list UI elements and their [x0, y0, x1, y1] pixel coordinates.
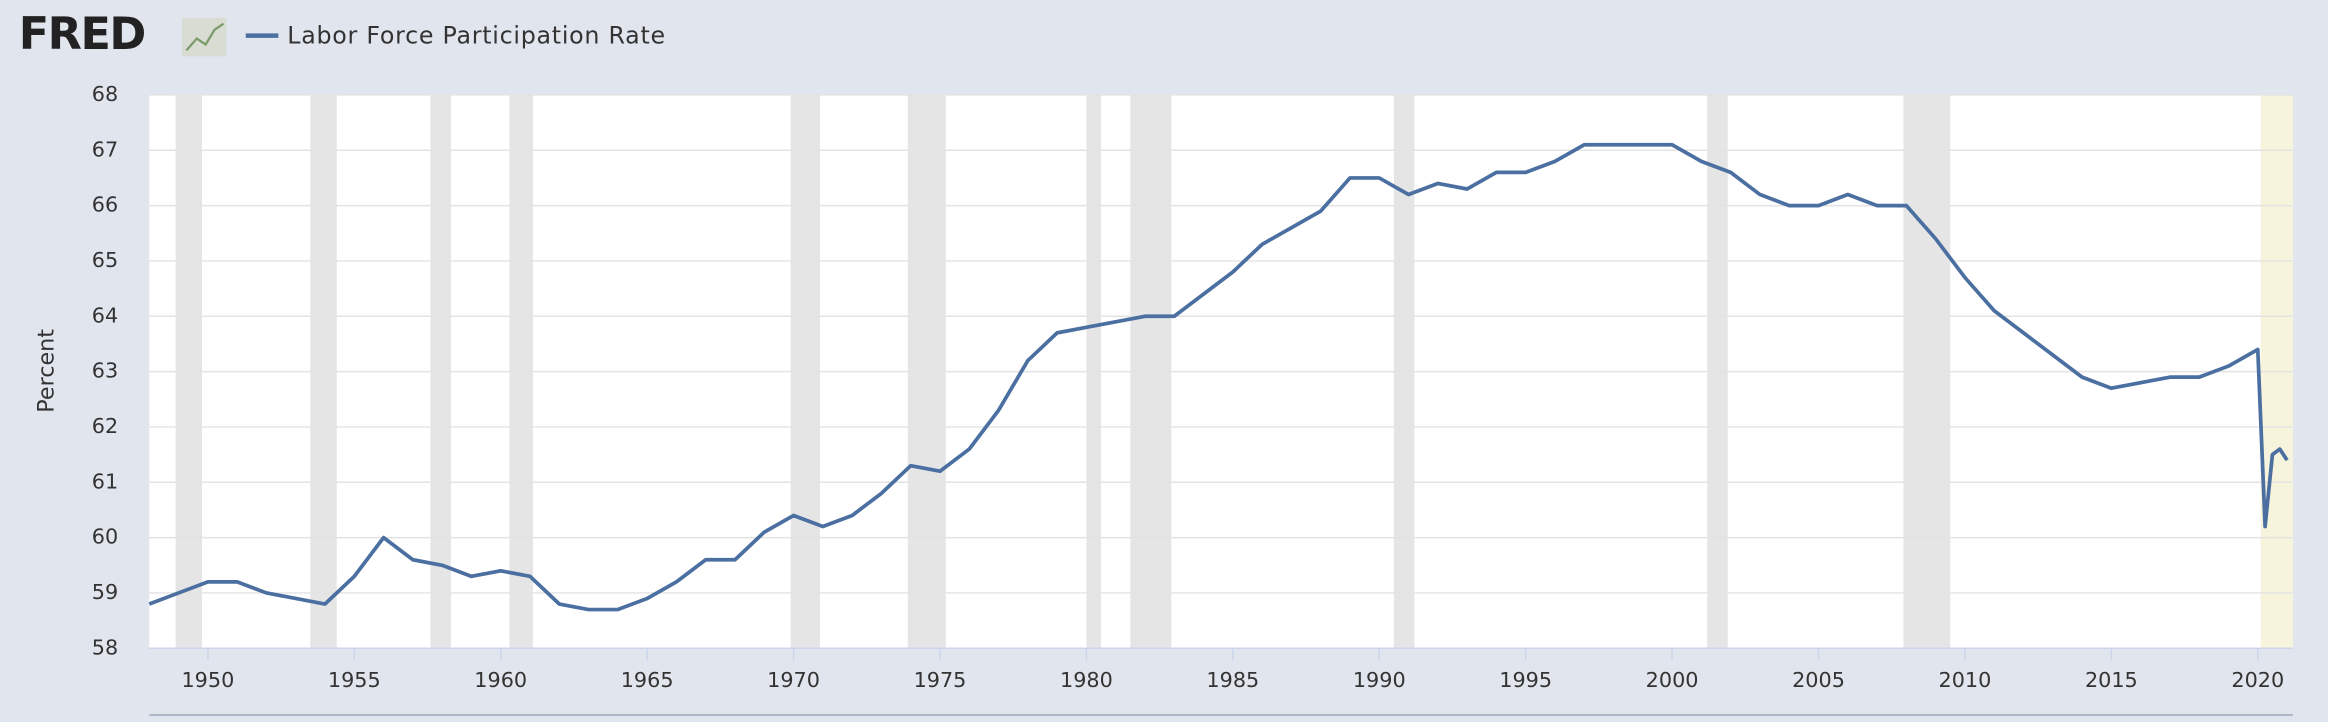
y-tick-label: 68	[92, 82, 118, 106]
logo-icon	[181, 17, 227, 57]
legend-label: Labor Force Participation Rate	[287, 22, 666, 50]
logo: FRED	[19, 9, 145, 60]
x-tick-label: 2010	[1939, 668, 1992, 692]
x-tick-label: 1980	[1060, 668, 1113, 692]
series-line	[148, 142, 2289, 612]
y-tick-label: 63	[92, 359, 118, 383]
x-tick-label: 2000	[1646, 668, 1699, 692]
x-tick-label: 1960	[474, 668, 527, 692]
x-tick-label: 1965	[621, 668, 674, 692]
y-tick-label: 67	[92, 137, 118, 161]
y-tick-label: 62	[92, 414, 118, 438]
y-tick-label: 61	[92, 469, 118, 493]
x-tick-label: 1950	[181, 668, 234, 692]
y-tick-label: 64	[92, 303, 118, 327]
y-axis-label: Percent	[33, 329, 59, 413]
x-tick-label: 1990	[1353, 668, 1406, 692]
y-tick-label: 60	[92, 525, 118, 549]
x-tick-label: 1970	[767, 668, 820, 692]
x-tick-label: 1995	[1499, 668, 1552, 692]
logo-icon-line	[185, 22, 225, 52]
x-tick-label: 1975	[914, 668, 967, 692]
x-tick-label: 1955	[328, 668, 381, 692]
y-tick-label: 65	[92, 248, 118, 272]
x-tick-label: 1985	[1206, 668, 1259, 692]
x-tick-label: 2015	[2085, 668, 2138, 692]
x-tick-label: 2005	[1792, 668, 1845, 692]
y-tick-label: 58	[92, 635, 118, 659]
x-tick-label: 2020	[2231, 668, 2284, 692]
y-tick-label: 66	[92, 193, 118, 217]
y-tick-label: 59	[92, 580, 118, 604]
